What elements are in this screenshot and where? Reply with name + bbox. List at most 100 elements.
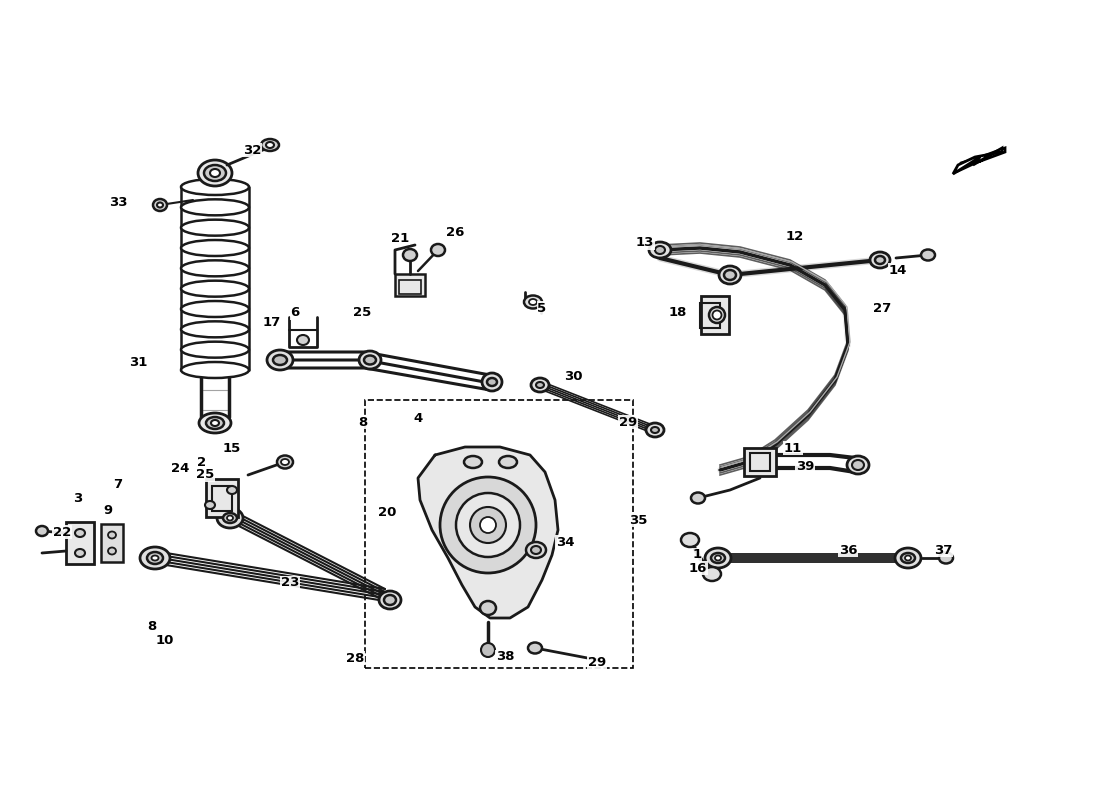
Text: 26: 26 [446,226,464,239]
Text: 20: 20 [377,506,396,519]
Bar [700,302,720,327]
Bar [399,280,421,294]
Text: 24: 24 [170,462,189,474]
Ellipse shape [847,456,869,474]
Ellipse shape [528,642,542,654]
Ellipse shape [464,456,482,468]
Ellipse shape [297,335,309,345]
Text: 2: 2 [197,455,207,469]
Text: 32: 32 [243,143,261,157]
Ellipse shape [939,553,953,563]
Ellipse shape [852,460,864,470]
Text: 35: 35 [629,514,647,526]
Text: 38: 38 [496,650,515,663]
Bar [365,400,632,668]
Text: 39: 39 [795,461,814,474]
Ellipse shape [531,378,549,392]
Ellipse shape [182,199,249,215]
Text: 21: 21 [390,231,409,245]
Text: 8: 8 [359,415,367,429]
Ellipse shape [536,382,544,388]
Text: 6: 6 [290,306,299,319]
Text: 25: 25 [196,469,214,482]
Ellipse shape [182,220,249,236]
Circle shape [470,507,506,543]
Ellipse shape [487,378,497,386]
Text: 30: 30 [563,370,582,383]
Ellipse shape [266,142,274,148]
Ellipse shape [277,455,293,469]
Ellipse shape [198,160,232,186]
Ellipse shape [905,555,911,561]
Text: 29: 29 [619,415,637,429]
Bar [206,479,238,517]
Circle shape [440,477,536,573]
Ellipse shape [182,322,249,338]
Text: 15: 15 [223,442,241,454]
Ellipse shape [649,242,671,258]
Ellipse shape [713,310,722,319]
Ellipse shape [364,355,376,365]
Ellipse shape [710,307,725,323]
Text: 7: 7 [113,478,122,491]
Ellipse shape [499,456,517,468]
Ellipse shape [211,420,219,426]
Ellipse shape [153,199,167,211]
Text: 3: 3 [74,491,82,505]
Ellipse shape [379,591,401,609]
Text: 29: 29 [587,655,606,669]
Ellipse shape [227,486,236,494]
Text: 10: 10 [156,634,174,646]
Bar [212,486,232,510]
Text: 4: 4 [414,411,422,425]
Ellipse shape [182,179,249,195]
Ellipse shape [108,547,115,554]
Ellipse shape [703,567,720,581]
Ellipse shape [524,295,542,309]
Ellipse shape [182,342,249,358]
Ellipse shape [403,249,417,261]
Polygon shape [418,447,558,618]
Text: 33: 33 [109,195,128,209]
Ellipse shape [895,548,921,568]
Ellipse shape [205,501,214,509]
Ellipse shape [681,533,698,547]
Ellipse shape [651,427,659,433]
Polygon shape [956,148,1005,172]
Ellipse shape [210,169,220,177]
Circle shape [481,643,495,657]
Ellipse shape [529,299,537,305]
Ellipse shape [921,250,935,261]
Ellipse shape [870,252,890,268]
Text: 5: 5 [538,302,547,314]
Text: 25: 25 [353,306,371,318]
Circle shape [456,493,520,557]
Text: 9: 9 [103,503,112,517]
Text: 31: 31 [129,355,147,369]
Text: 13: 13 [636,237,654,250]
Text: 28: 28 [345,651,364,665]
Ellipse shape [182,260,249,276]
Bar [395,274,425,296]
Bar [744,448,775,476]
Ellipse shape [75,549,85,557]
Ellipse shape [217,508,243,528]
Ellipse shape [182,301,249,317]
Ellipse shape [108,531,115,538]
Ellipse shape [646,423,664,437]
Ellipse shape [724,270,736,280]
Ellipse shape [152,555,158,561]
Ellipse shape [691,493,705,503]
Ellipse shape [267,350,293,370]
Bar [750,453,770,471]
Text: 22: 22 [53,526,72,538]
Ellipse shape [199,413,231,433]
Ellipse shape [182,281,249,297]
Ellipse shape [705,548,732,568]
Ellipse shape [901,553,915,563]
Ellipse shape [261,139,279,151]
Ellipse shape [384,595,396,605]
Ellipse shape [719,266,741,284]
Bar [66,522,94,564]
Text: 1: 1 [692,549,702,562]
